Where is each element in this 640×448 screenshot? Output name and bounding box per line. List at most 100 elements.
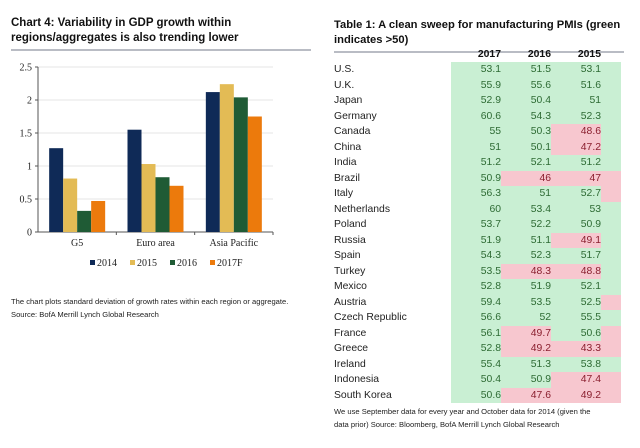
pmi-value-text: 46 [539, 172, 551, 184]
pmi-value-2016: 49.2 [501, 341, 551, 357]
pmi-value-text: 56.6 [480, 312, 501, 324]
legend-label-2017F: 2017F [217, 258, 243, 269]
pmi-value-text: 50.9 [480, 172, 501, 184]
pmi-value-2016: 51.9 [501, 279, 551, 295]
country-name: Germany [334, 110, 377, 122]
table-row: South Korea 50.6 47.6 49.2 [334, 387, 621, 403]
pmi-value-text: 53.4 [530, 203, 551, 215]
table-note: We use September data for every year and… [334, 405, 591, 431]
pmi-value-2015: 47 [551, 170, 601, 186]
header-2016: 2016 [527, 48, 551, 60]
pmi-value-2016: 51.1 [501, 232, 551, 248]
pmi-value-2016: 50.4 [501, 93, 551, 109]
pmi-value-2015: 55.5 [551, 310, 601, 326]
pmi-value-text: 60 [489, 203, 501, 215]
pmi-value-text: 53.5 [480, 265, 501, 277]
pmi-value-2017: 54.3 [451, 248, 501, 264]
pmi-value-2015: 48.6 [551, 124, 601, 140]
country-name: Canada [334, 126, 371, 138]
header-2017: 2017 [477, 48, 501, 60]
table-panel: Table 1: A clean sweep for manufacturing… [320, 0, 640, 448]
pmi-value-text: 50.9 [580, 219, 601, 231]
legend-swatch-2017F [210, 260, 215, 265]
country-name: Japan [334, 95, 363, 107]
legend-swatch-2014 [90, 260, 95, 265]
pmi-value-text: 55.6 [530, 79, 551, 91]
country-name: Russia [334, 234, 366, 246]
table-row: Mexico 52.8 51.9 52.1 [334, 279, 621, 295]
y-tick-label: 1.5 [20, 129, 33, 140]
pmi-2014-cutoff-cell [601, 356, 621, 372]
legend-label-2015: 2015 [137, 258, 157, 269]
header-2015: 2015 [577, 48, 601, 60]
pmi-value-2015: 53 [551, 201, 601, 217]
pmi-value-text: 60.6 [480, 110, 501, 122]
pmi-value-2015: 51.2 [551, 155, 601, 171]
chart-title: Chart 4: Variability in GDP growth withi… [11, 16, 311, 51]
pmi-value-2016: 50.9 [501, 372, 551, 388]
table-title-line2: indicates >50) [334, 34, 409, 46]
pmi-2014-cutoff-cell [601, 387, 621, 403]
pmi-value-text: 53.5 [530, 296, 551, 308]
pmi-value-2017: 60.6 [451, 108, 501, 124]
table-row: France 56.1 49.7 50.6 [334, 325, 621, 341]
pmi-value-text: 52.5 [580, 296, 601, 308]
pmi-value-2015: 49.2 [551, 387, 601, 403]
pmi-value-2017: 56.6 [451, 310, 501, 326]
pmi-value-2015: 49.1 [551, 232, 601, 248]
table-row: Italy 56.3 51 52.7 [334, 186, 621, 202]
pmi-2014-cutoff-cell [601, 325, 621, 341]
pmi-2014-cutoff-cell [601, 294, 621, 310]
pmi-value-2017: 52.9 [451, 93, 501, 109]
pmi-value-text: 52.9 [480, 95, 501, 107]
table-row: U.S. 53.1 51.5 53.1 [334, 62, 621, 78]
table-row: Indonesia 50.4 50.9 47.4 [334, 372, 621, 388]
pmi-2014-cutoff-cell [601, 108, 621, 124]
table-row: Czech Republic 56.6 52 55.5 [334, 310, 621, 326]
pmi-value-text: 50.4 [530, 95, 551, 107]
pmi-value-text: 48.3 [530, 265, 551, 277]
pmi-table: 2017 2016 2015 U.S. 53.1 51.5 53.1 U.K. 55.9 5… [334, 46, 621, 403]
table-row: Turkey 53.5 48.3 48.8 [334, 263, 621, 279]
pmi-value-text: 56.3 [480, 188, 501, 200]
pmi-value-2016: 55.6 [501, 77, 551, 93]
header-2014-cutoff [601, 46, 621, 62]
pmi-value-text: 53 [589, 203, 601, 215]
pmi-value-text: 56.1 [480, 327, 501, 339]
pmi-value-text: 50.3 [530, 126, 551, 138]
country-name: France [334, 327, 367, 339]
country-name: U.S. [334, 64, 355, 76]
pmi-value-text: 48.8 [580, 265, 601, 277]
pmi-value-2015: 53.1 [551, 62, 601, 78]
pmi-2014-cutoff-cell [601, 155, 621, 171]
bar-2015-g5 [63, 178, 78, 232]
pmi-value-text: 49.7 [530, 327, 551, 339]
pmi-value-text: 52.3 [530, 250, 551, 262]
pmi-value-2015: 53.8 [551, 356, 601, 372]
pmi-2014-cutoff-cell [601, 232, 621, 248]
pmi-2014-cutoff-cell [601, 170, 621, 186]
pmi-value-2016: 47.6 [501, 387, 551, 403]
legend-swatch-2016 [170, 260, 175, 265]
chart-title-line2: regions/aggregates is also trending lowe… [11, 32, 239, 44]
pmi-value-2016: 51.3 [501, 356, 551, 372]
pmi-value-2015: 50.9 [551, 217, 601, 233]
pmi-value-2016: 52 [501, 310, 551, 326]
x-tick-label: G5 [71, 238, 83, 249]
pmi-value-2017: 56.3 [451, 186, 501, 202]
pmi-value-text: 54.3 [480, 250, 501, 262]
pmi-value-2017: 53.7 [451, 217, 501, 233]
pmi-2014-cutoff-cell [601, 186, 621, 202]
pmi-value-2017: 53.1 [451, 62, 501, 78]
pmi-value-text: 49.1 [580, 234, 601, 246]
pmi-value-2017: 50.6 [451, 387, 501, 403]
country-name: U.K. [334, 79, 355, 91]
pmi-value-2015: 47.2 [551, 139, 601, 155]
pmi-value-text: 52.7 [580, 188, 601, 200]
pmi-value-2015: 52.1 [551, 279, 601, 295]
pmi-value-2015: 50.6 [551, 325, 601, 341]
pmi-value-text: 52 [539, 312, 551, 324]
pmi-value-2017: 59.4 [451, 294, 501, 310]
table-note-line1: We use September data for every year and… [334, 407, 591, 416]
country-name: Mexico [334, 281, 367, 293]
